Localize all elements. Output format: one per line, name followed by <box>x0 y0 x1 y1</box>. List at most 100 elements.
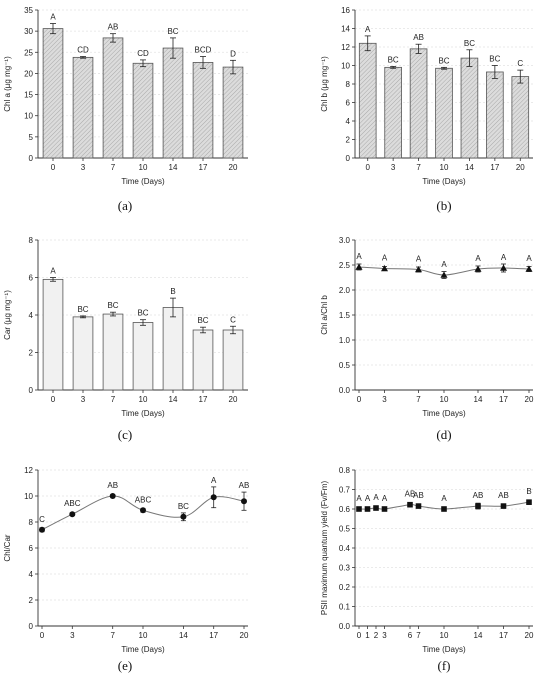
bar <box>42 278 64 391</box>
x-axis-title: Time (Days) <box>121 645 165 654</box>
significance-label: A <box>416 255 422 264</box>
data-point <box>475 503 481 509</box>
x-tick-label: 7 <box>416 163 421 172</box>
bar <box>192 329 214 391</box>
bar <box>162 307 184 391</box>
y-tick-label: 6 <box>29 544 34 553</box>
y-tick-label: 0.4 <box>339 544 351 553</box>
x-tick-label: 17 <box>209 631 218 640</box>
y-axis-title: Chl a (µg mg⁻¹) <box>3 56 12 112</box>
y-tick-label: 3.0 <box>339 236 351 245</box>
significance-label: A <box>382 254 388 263</box>
data-point <box>180 513 187 520</box>
x-tick-label: 0 <box>357 631 362 640</box>
data-point <box>109 493 116 499</box>
data-point <box>526 499 532 505</box>
x-tick-label: 3 <box>81 395 86 404</box>
x-tick-label: 20 <box>229 163 238 172</box>
bar <box>162 47 184 159</box>
data-point <box>356 506 362 512</box>
significance-label: AB <box>405 490 416 499</box>
x-tick-label: 20 <box>525 631 534 640</box>
y-tick-label: 0 <box>346 154 351 163</box>
significance-label: D <box>230 49 236 58</box>
y-tick-label: 30 <box>24 27 33 36</box>
x-axis-title: Time (Days) <box>422 409 466 418</box>
significance-label: A <box>441 494 447 503</box>
significance-label: BC <box>464 39 475 48</box>
x-tick-label: 14 <box>474 631 483 640</box>
significance-label: A <box>373 493 379 502</box>
significance-label: A <box>50 13 56 22</box>
y-tick-label: 20 <box>24 69 33 78</box>
x-tick-label: 10 <box>139 395 148 404</box>
bar <box>460 57 479 159</box>
data-point <box>373 505 379 511</box>
y-axis-title: Chl/Car <box>3 534 12 561</box>
data-point <box>441 506 447 512</box>
significance-label: BC <box>197 316 208 325</box>
significance-label: A <box>475 254 481 263</box>
bar <box>102 37 124 159</box>
x-tick-label: 10 <box>440 163 449 172</box>
significance-label: BC <box>178 502 189 511</box>
y-tick-label: 12 <box>341 43 350 52</box>
x-tick-label: 7 <box>111 395 116 404</box>
x-tick-label: 0 <box>51 163 56 172</box>
x-tick-label: 14 <box>465 163 474 172</box>
significance-label: C <box>517 59 523 68</box>
x-tick-label: 7 <box>111 163 116 172</box>
bar <box>358 42 377 159</box>
significance-label: BC <box>77 305 88 314</box>
x-tick-label: 0 <box>357 395 362 404</box>
x-tick-label: 14 <box>474 395 483 404</box>
y-axis-title: Chl b (µg mg⁻¹) <box>320 56 329 112</box>
x-axis-title: Time (Days) <box>422 177 466 186</box>
y-tick-label: 8 <box>29 236 34 245</box>
data-point <box>210 494 217 501</box>
series-line <box>358 501 530 510</box>
significance-label: A <box>356 494 362 503</box>
y-tick-label: 8 <box>346 80 351 89</box>
x-tick-label: 17 <box>199 163 208 172</box>
significance-label: A <box>211 476 217 485</box>
x-tick-label: 3 <box>382 395 387 404</box>
y-tick-label: 10 <box>24 112 33 121</box>
significance-label: BC <box>388 55 399 64</box>
x-tick-label: 10 <box>440 631 449 640</box>
bar <box>42 28 64 159</box>
y-tick-label: 35 <box>24 6 33 15</box>
significance-label: C <box>39 515 45 524</box>
y-tick-label: 2 <box>29 596 34 605</box>
x-tick-label: 7 <box>110 631 115 640</box>
significance-label: CD <box>77 46 89 55</box>
y-tick-label: 2 <box>346 136 351 145</box>
x-tick-label: 20 <box>229 395 238 404</box>
significance-label: A <box>365 494 371 503</box>
chart-b: 0 2 4 6 8 10 12 14 16 Time (Days) Chl b (µg mg⁻¹) A… <box>320 6 533 186</box>
y-axis-title: Chl a/Chl b <box>320 295 329 335</box>
significance-label: AB <box>108 23 119 32</box>
x-tick-label: 20 <box>516 163 525 172</box>
bar <box>102 313 124 391</box>
data-point <box>381 506 388 512</box>
y-axis-title: PSII maximum quantum yield (Fv/Fm) <box>320 481 329 616</box>
y-tick-label: 16 <box>341 6 350 15</box>
bar <box>384 66 402 159</box>
y-tick-label: 0 <box>29 386 34 395</box>
significance-label: BC <box>137 309 148 318</box>
bar <box>192 62 214 159</box>
y-tick-label: 0.2 <box>339 583 351 592</box>
x-tick-label: 10 <box>440 395 449 404</box>
bar <box>409 48 428 159</box>
x-axis-title: Time (Days) <box>422 645 466 654</box>
chart-d: 0.0 0.5 1.0 1.5 2.0 2.5 3.0 Time (Days) Chl a/Ch… <box>320 236 534 418</box>
significance-label: BCD <box>195 46 212 55</box>
y-tick-label: 10 <box>24 492 33 501</box>
y-tick-label: 6 <box>346 99 351 108</box>
x-tick-label: 14 <box>169 163 178 172</box>
significance-label: BC <box>438 56 449 65</box>
